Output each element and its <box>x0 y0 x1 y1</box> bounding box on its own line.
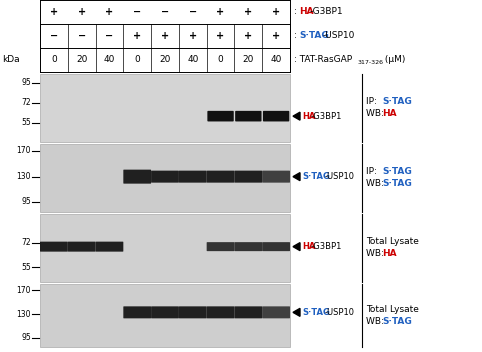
Text: +: + <box>106 7 113 17</box>
FancyBboxPatch shape <box>207 242 234 251</box>
Text: 95: 95 <box>21 333 31 342</box>
FancyBboxPatch shape <box>68 241 95 252</box>
Bar <box>40 74 290 142</box>
Polygon shape <box>293 243 300 251</box>
Text: HA: HA <box>302 242 315 251</box>
Text: -G3BP1: -G3BP1 <box>311 242 342 251</box>
Text: +: + <box>272 31 280 41</box>
Text: -USP10: -USP10 <box>323 31 355 40</box>
Bar <box>40 284 290 347</box>
Text: WB:: WB: <box>366 317 387 326</box>
Text: S·TAG: S·TAG <box>382 168 412 176</box>
Text: −: − <box>189 7 197 17</box>
Text: 20: 20 <box>76 56 87 64</box>
FancyBboxPatch shape <box>207 171 234 183</box>
FancyBboxPatch shape <box>123 170 151 184</box>
Text: HA: HA <box>299 7 314 17</box>
Text: 40: 40 <box>270 56 282 64</box>
Text: IP:: IP: <box>366 168 380 176</box>
Text: +: + <box>244 31 253 41</box>
Text: 72: 72 <box>21 238 31 247</box>
Text: −: − <box>50 31 58 41</box>
Text: WB:: WB: <box>366 109 387 119</box>
Text: +: + <box>78 7 86 17</box>
Text: Total Lysate: Total Lysate <box>366 238 419 246</box>
Text: +: + <box>216 31 225 41</box>
Text: : TAT-RasGAP: : TAT-RasGAP <box>294 56 352 64</box>
Text: 20: 20 <box>160 56 171 64</box>
Text: HA: HA <box>302 112 315 121</box>
Bar <box>40 214 290 282</box>
Text: 0: 0 <box>134 56 140 64</box>
FancyBboxPatch shape <box>151 171 179 183</box>
Text: +: + <box>244 7 253 17</box>
Text: HA: HA <box>382 109 397 119</box>
FancyBboxPatch shape <box>234 242 262 251</box>
Text: 317-326: 317-326 <box>358 60 384 65</box>
FancyBboxPatch shape <box>123 306 151 318</box>
Text: −: − <box>106 31 113 41</box>
Text: S·TAG: S·TAG <box>382 180 412 189</box>
Text: 130: 130 <box>16 172 31 181</box>
FancyBboxPatch shape <box>179 306 207 318</box>
Text: :: : <box>294 31 300 40</box>
Text: HA: HA <box>382 250 397 258</box>
Polygon shape <box>293 172 300 181</box>
Text: 20: 20 <box>242 56 254 64</box>
Text: 95: 95 <box>21 197 31 206</box>
FancyBboxPatch shape <box>40 241 68 252</box>
Text: −: − <box>161 7 169 17</box>
Text: +: + <box>133 31 141 41</box>
Text: kDa: kDa <box>2 56 20 64</box>
Text: 0: 0 <box>218 56 224 64</box>
FancyBboxPatch shape <box>179 171 207 183</box>
FancyBboxPatch shape <box>151 306 179 318</box>
Text: -USP10: -USP10 <box>324 172 354 181</box>
Polygon shape <box>293 112 300 120</box>
Text: WB:: WB: <box>366 250 387 258</box>
Text: 55: 55 <box>21 119 31 127</box>
Text: -USP10: -USP10 <box>324 308 354 317</box>
Text: -G3BP1: -G3BP1 <box>311 112 342 121</box>
Text: −: − <box>78 31 86 41</box>
FancyBboxPatch shape <box>235 111 262 121</box>
Text: 0: 0 <box>51 56 57 64</box>
Text: +: + <box>50 7 58 17</box>
Text: :: : <box>294 7 300 17</box>
FancyBboxPatch shape <box>207 111 234 121</box>
Text: 170: 170 <box>16 146 31 155</box>
Text: 40: 40 <box>104 56 115 64</box>
Text: −: − <box>133 7 141 17</box>
Text: WB:: WB: <box>366 180 387 189</box>
Text: 55: 55 <box>21 263 31 271</box>
Text: S·TAG: S·TAG <box>382 98 412 107</box>
FancyBboxPatch shape <box>207 306 234 318</box>
Text: (μM): (μM) <box>382 56 405 64</box>
Text: -G3BP1: -G3BP1 <box>310 7 344 17</box>
FancyBboxPatch shape <box>262 242 290 251</box>
FancyBboxPatch shape <box>262 171 290 183</box>
Text: IP:: IP: <box>366 98 380 107</box>
FancyBboxPatch shape <box>234 171 262 183</box>
Text: +: + <box>161 31 169 41</box>
Text: +: + <box>216 7 225 17</box>
Text: S·TAG: S·TAG <box>302 308 330 317</box>
Text: 95: 95 <box>21 78 31 87</box>
Text: +: + <box>189 31 197 41</box>
Text: Total Lysate: Total Lysate <box>366 305 419 314</box>
Text: S·TAG: S·TAG <box>382 317 412 326</box>
Text: 170: 170 <box>16 286 31 295</box>
FancyBboxPatch shape <box>95 241 123 252</box>
Text: 40: 40 <box>187 56 199 64</box>
Text: 130: 130 <box>16 310 31 319</box>
FancyBboxPatch shape <box>234 306 262 318</box>
FancyBboxPatch shape <box>262 306 290 318</box>
Text: S·TAG: S·TAG <box>302 172 330 181</box>
Text: S·TAG: S·TAG <box>299 31 329 40</box>
Polygon shape <box>293 308 300 316</box>
Bar <box>40 144 290 212</box>
Text: +: + <box>272 7 280 17</box>
FancyBboxPatch shape <box>263 111 289 121</box>
Text: 72: 72 <box>21 98 31 107</box>
